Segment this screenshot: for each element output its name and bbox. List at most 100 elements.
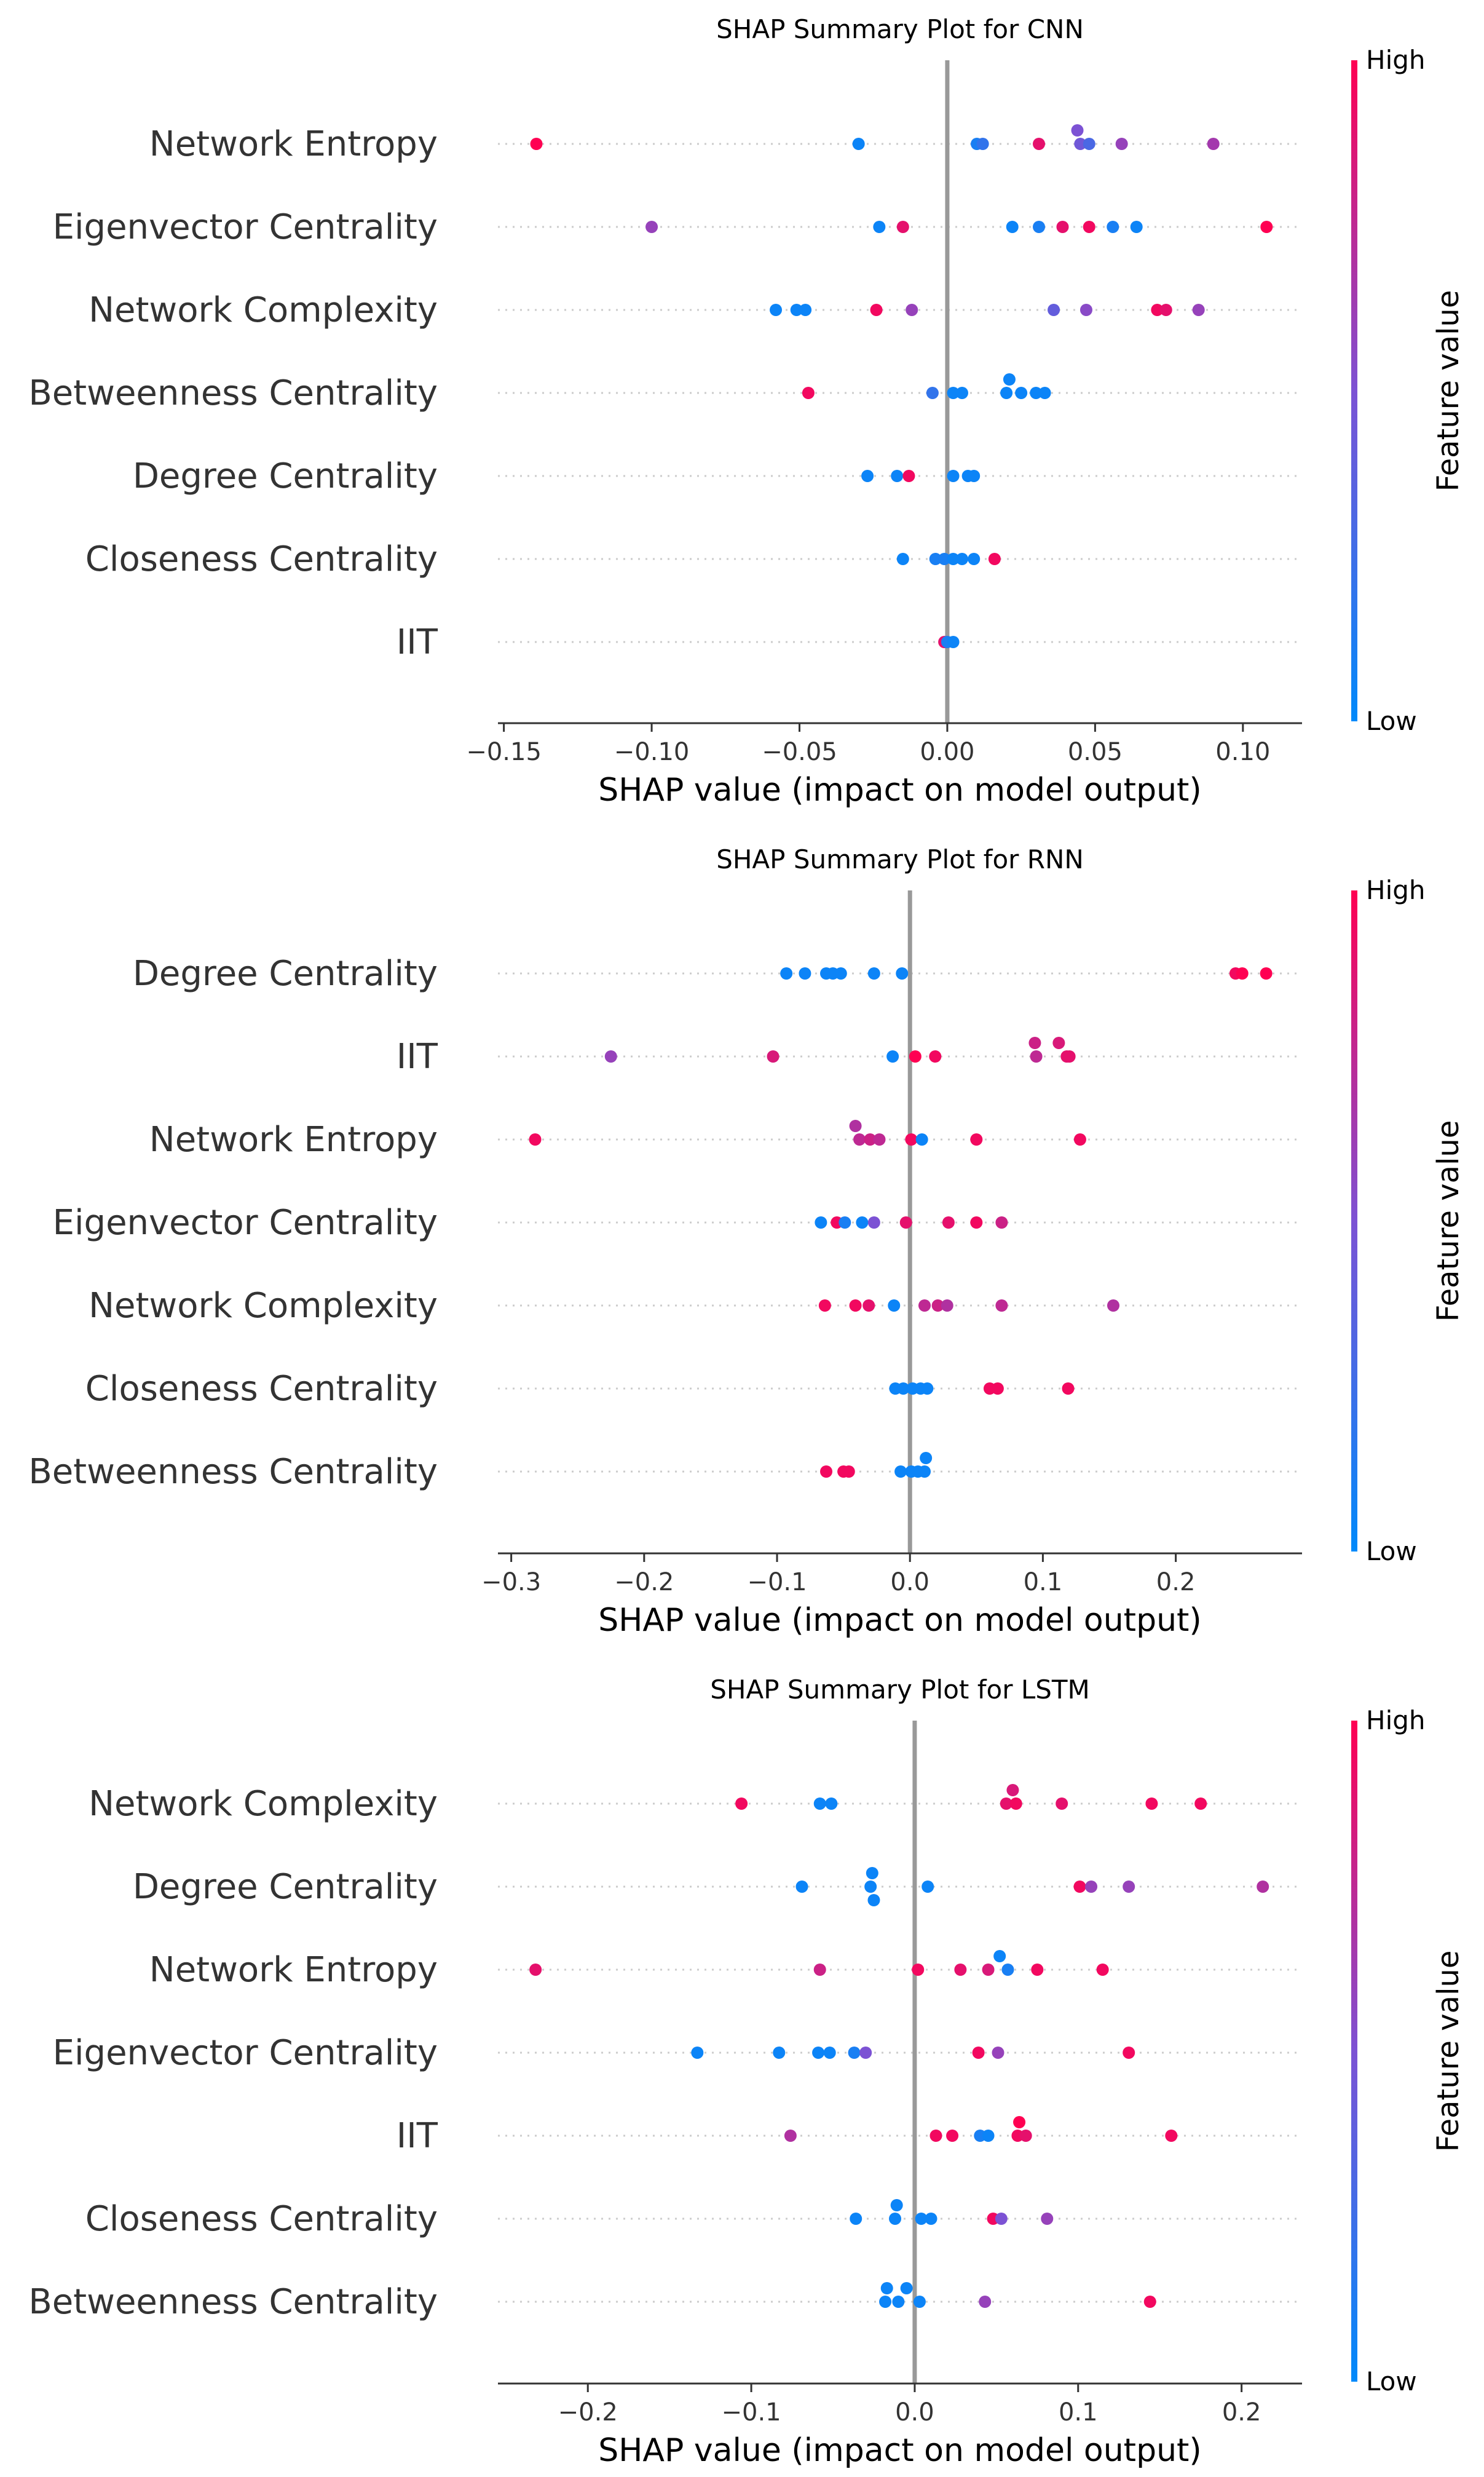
shap-point [1260, 967, 1273, 980]
shap-point [799, 304, 812, 316]
shap-point [530, 138, 543, 150]
feature-label: Closeness Centrality [85, 1369, 438, 1409]
shap-point [915, 1133, 928, 1146]
x-tick-label: 0.2 [1156, 1568, 1196, 1596]
shap-point [529, 1133, 542, 1146]
shap-point [870, 304, 883, 316]
x-tick-label: 0.1 [1059, 2398, 1098, 2427]
x-tick-label: 0.1 [1024, 1568, 1063, 1596]
shap-point [896, 553, 909, 565]
shap-point [995, 2213, 1008, 2225]
feature-label: Degree Centrality [133, 1867, 438, 1907]
shap-point [892, 2296, 905, 2308]
feature-label: IIT [397, 622, 438, 662]
colorbar-low-label: Low [1366, 706, 1417, 736]
panel-3: SHAP Summary Plot for LSTM Network Comple… [28, 1674, 1466, 2469]
shap-point [915, 2213, 928, 2225]
shap-point [902, 470, 915, 482]
colorbar-high-label: High [1366, 45, 1426, 75]
colorbar [1351, 60, 1357, 721]
shap-point [938, 553, 951, 565]
shap-point [972, 2047, 985, 2059]
shap-point [1123, 1881, 1135, 1893]
shap-point [922, 1881, 934, 1893]
shap-point [1031, 1964, 1044, 1976]
shap-point [1030, 387, 1043, 399]
shap-point [886, 1050, 899, 1063]
shap-point [812, 2047, 825, 2059]
shap-point [834, 967, 847, 980]
shap-point [859, 2047, 872, 2059]
shap-point [1009, 1797, 1022, 1810]
shap-point [853, 1133, 866, 1146]
shap-point [909, 1050, 922, 1063]
feature-label: Degree Centrality [133, 456, 438, 496]
shap-point [867, 1216, 880, 1229]
feature-label: Betweenness Centrality [28, 2282, 438, 2322]
shap-point [1085, 1881, 1098, 1893]
shap-point [1074, 138, 1087, 150]
shap-point [995, 1299, 1008, 1312]
shap-point [861, 470, 874, 482]
shap-point [825, 1797, 838, 1810]
shap-point [1013, 2116, 1026, 2128]
shap-point [1130, 221, 1143, 233]
shap-point [1143, 2296, 1156, 2308]
shap-point [1028, 1037, 1041, 1049]
feature-label: IIT [397, 2116, 438, 2156]
shap-point [691, 2047, 704, 2059]
panel-title: SHAP Summary Plot for LSTM [710, 1674, 1090, 1705]
feature-label: Network Entropy [149, 1950, 438, 1990]
colorbar [1351, 890, 1357, 1552]
shap-point [820, 1465, 833, 1478]
shap-point [970, 1133, 983, 1146]
shap-point [1083, 138, 1095, 150]
shap-point [947, 387, 960, 399]
x-tick-label: 0.0 [895, 2398, 934, 2427]
panel-1: SHAP Summary Plot for CNN Network Entropy… [28, 14, 1466, 809]
panel-title: SHAP Summary Plot for CNN [716, 14, 1084, 44]
shap-point [1115, 138, 1128, 150]
shap-point [1048, 304, 1060, 316]
x-tick-label: −0.05 [762, 738, 837, 766]
shap-point [1041, 2213, 1054, 2225]
x-axis-label: SHAP value (impact on model output) [598, 2432, 1201, 2469]
feature-label: Closeness Centrality [85, 2199, 438, 2239]
shap-point [856, 1216, 869, 1229]
shap-point [1151, 304, 1164, 316]
shap-point [784, 2130, 797, 2142]
shap-point [1207, 138, 1220, 150]
shap-point [866, 1867, 878, 1879]
shap-point [925, 2213, 937, 2225]
shap-point [1052, 1037, 1065, 1049]
shap-point [926, 387, 939, 399]
shap-point [1123, 2047, 1135, 2059]
shap-point [929, 1050, 942, 1063]
colorbar-high-label: High [1366, 1705, 1426, 1735]
x-tick-label: −0.3 [481, 1568, 541, 1596]
shap-point [942, 1216, 955, 1229]
x-axis-label: SHAP value (impact on model output) [598, 772, 1201, 809]
shap-point [842, 1465, 855, 1478]
shap-point [735, 1797, 748, 1810]
feature-label: Network Complexity [89, 1286, 438, 1326]
shap-point [864, 1881, 877, 1893]
x-tick-label: 0.00 [920, 738, 974, 766]
x-tick-label: −0.2 [614, 1568, 674, 1596]
colorbar-low-label: Low [1366, 1536, 1417, 1566]
shap-point [920, 1452, 933, 1464]
shap-point [988, 553, 1001, 565]
shap-point [1165, 2130, 1178, 2142]
shap-point [968, 553, 981, 565]
shap-point [1159, 304, 1172, 316]
shap-point [1194, 1797, 1207, 1810]
feature-label: Eigenvector Centrality [53, 2033, 438, 2073]
shap-point [1000, 1797, 1012, 1810]
shap-point [1030, 1050, 1043, 1063]
feature-label: Degree Centrality [133, 954, 438, 994]
shap-point [1107, 221, 1119, 233]
x-axis-label: SHAP value (impact on model output) [598, 1602, 1201, 1639]
shap-point [947, 636, 960, 648]
shap-point [982, 2130, 995, 2142]
shap-point [849, 1120, 862, 1132]
